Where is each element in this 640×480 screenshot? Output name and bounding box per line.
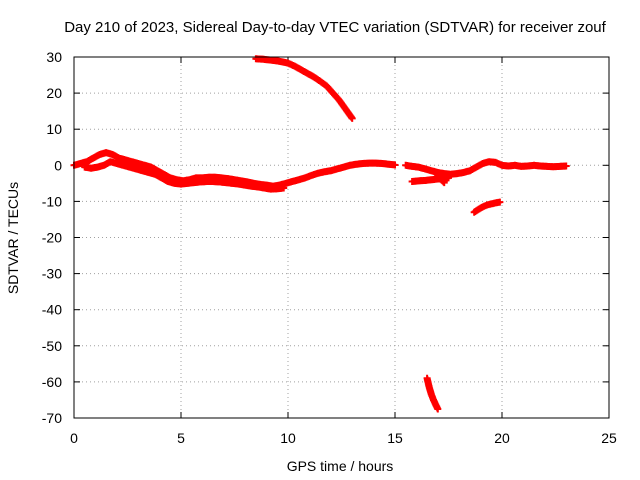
axis-ticks: 0 5 10 15 20 25 30 20 10 0 -10 -20 -30 -40 -50 -60 -70 (42, 49, 617, 446)
x-tick-label: 20 (494, 430, 510, 446)
y-tick-label: 30 (46, 49, 62, 65)
grid-lines (74, 57, 609, 418)
data-point (496, 198, 504, 206)
x-tick-label: 5 (177, 430, 185, 446)
data-point (348, 114, 356, 122)
chart-title: Day 210 of 2023, Sidereal Day-to-day VTE… (64, 19, 606, 36)
series-main-band-lower (81, 158, 288, 193)
y-tick-label: -20 (42, 230, 62, 246)
x-tick-label: 10 (280, 430, 296, 446)
series-afternoon-band (402, 158, 570, 178)
series-evening-segment (470, 198, 504, 216)
data-point (445, 174, 452, 182)
plot-frame (73, 56, 610, 419)
y-tick-label: -60 (42, 374, 62, 390)
y-axis-label: SDTVAR / TECUs (5, 182, 21, 294)
y-tick-label: -70 (42, 410, 62, 426)
series-morning-arc (252, 55, 356, 122)
y-tick-label: 0 (54, 157, 62, 173)
data-points (70, 55, 570, 413)
data-point (562, 162, 570, 170)
y-tick-label: -50 (42, 338, 62, 354)
data-point (280, 184, 288, 192)
x-tick-label: 0 (70, 430, 78, 446)
x-tick-label: 15 (387, 430, 403, 446)
y-tick-label: -40 (42, 302, 62, 318)
data-point (391, 161, 399, 169)
series-steep-drop (423, 374, 442, 413)
y-tick-label: -30 (42, 266, 62, 282)
series-afternoon-drop (432, 169, 448, 187)
x-axis-label: GPS time / hours (287, 458, 394, 474)
data-point (434, 405, 442, 413)
data-point (440, 179, 448, 187)
y-tick-label: 20 (46, 85, 62, 101)
y-tick-label: -10 (42, 193, 62, 209)
x-tick-label: 25 (601, 430, 617, 446)
y-tick-label: 10 (46, 121, 62, 137)
